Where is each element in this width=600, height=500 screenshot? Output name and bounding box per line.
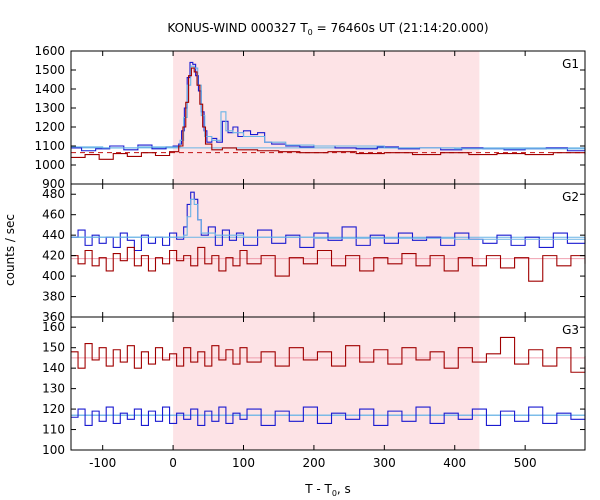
y-tick-label: 380 (42, 290, 65, 304)
y-tick-label: 420 (42, 249, 65, 263)
panel-g3: 100 110 120 130 140 150 160 G3 (42, 316, 586, 457)
y-tick-label: 900 (42, 177, 65, 191)
y-tick-label: 440 (42, 228, 65, 242)
y-tick-label: 130 (42, 382, 65, 396)
x-axis-label: T - T0, s (304, 482, 351, 498)
y-tick-label: 1400 (34, 82, 65, 96)
y-axis-label: counts / sec (3, 214, 17, 286)
chart-title-rest: = 76460s UT (21:14:20.000) (313, 21, 489, 35)
x-tick-label: 400 (443, 456, 466, 470)
series-line-series_a (71, 67, 586, 160)
series-line-series_b (71, 406, 586, 426)
y-tick-label: 400 (42, 269, 65, 283)
y-tick-label: 1600 (34, 44, 65, 58)
series-line-series_a (71, 246, 586, 282)
y-tick-label: 1200 (34, 120, 65, 134)
panel-label: G3 (562, 323, 579, 337)
y-tick-label: 110 (42, 423, 65, 437)
y-tick-label: 1500 (34, 63, 65, 77)
y-tick-label: 140 (42, 361, 65, 375)
y-tick-label: 1100 (34, 139, 65, 153)
y-tick-label: 100 (42, 443, 65, 457)
series-line-series_c (71, 198, 586, 241)
chart-title-sub: 0 (308, 28, 313, 37)
y-tick-label: 1000 (34, 158, 65, 172)
x-axis-label-main: T - T (304, 482, 332, 496)
y-tick-label: 1300 (34, 101, 65, 115)
chart-title: KONUS-WIND 000327 T0 = 76460s UT (21:14:… (167, 21, 488, 37)
panel-label: G2 (562, 190, 579, 204)
x-tick-label: 300 (373, 456, 396, 470)
panel-label: G1 (562, 57, 579, 71)
series-line-series_b (71, 191, 586, 252)
y-tick-label: 360 (42, 310, 65, 324)
x-tick-label: 0 (169, 456, 177, 470)
x-tick-label: 200 (302, 456, 325, 470)
panel-frame (70, 316, 586, 451)
y-tick-label: 480 (42, 187, 65, 201)
series-line-series_a (71, 336, 586, 373)
chart-title-main: KONUS-WIND 000327 T (167, 21, 308, 35)
x-tick-label: 100 (232, 456, 255, 470)
y-tick-label: 120 (42, 402, 65, 416)
y-tick-label: 160 (42, 320, 65, 334)
x-tick-label: -100 (89, 456, 116, 470)
plot-area: 9001000110012001300140015001600G13603804… (34, 44, 586, 470)
y-tick-label: 460 (42, 208, 65, 222)
x-axis-label-sub: 0 (332, 489, 337, 498)
x-tick-label: 500 (514, 456, 537, 470)
x-axis-label-rest: , s (337, 482, 351, 496)
y-tick-label: 150 (42, 341, 65, 355)
panel-g2: 360 380 400 420 440 460 480 G2 (42, 183, 586, 324)
series-line-series_c (71, 65, 586, 150)
panel-g1: 900 1000 1100 1200 1300 1400 1500 1600 G1 (34, 44, 586, 191)
